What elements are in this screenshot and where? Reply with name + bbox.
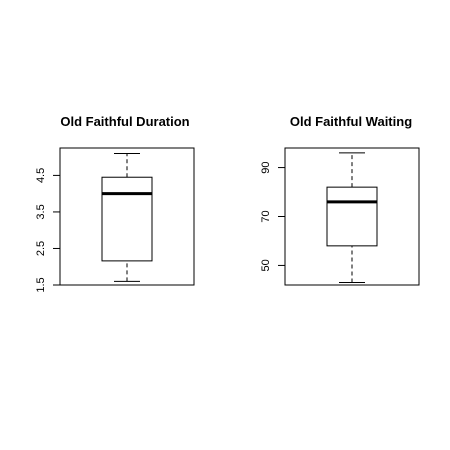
y-tick-label: 50 xyxy=(260,259,272,271)
chart-title-duration: Old Faithful Duration xyxy=(60,114,189,129)
panel-duration: Old Faithful Duration 1.5 2.5 3.5 4.5 xyxy=(35,114,195,293)
y-tick-label: 3.5 xyxy=(35,204,47,219)
panel-waiting: Old Faithful Waiting 50 70 90 xyxy=(260,114,420,286)
boxplot-duration xyxy=(101,152,153,282)
y-tick-label: 1.5 xyxy=(35,277,47,292)
plot-frame-duration xyxy=(59,147,195,286)
y-axis-waiting: 50 70 90 xyxy=(260,161,285,272)
y-tick-label: 90 xyxy=(260,161,272,173)
y-tick-label: 70 xyxy=(260,210,272,222)
y-tick-label: 4.5 xyxy=(35,168,47,183)
interquartile-box xyxy=(326,186,378,247)
chart-title-waiting: Old Faithful Waiting xyxy=(290,114,412,129)
interquartile-box xyxy=(101,176,153,262)
y-axis-duration: 1.5 2.5 3.5 4.5 xyxy=(35,168,60,293)
boxplot-waiting xyxy=(326,152,378,284)
y-tick-label: 2.5 xyxy=(35,241,47,256)
